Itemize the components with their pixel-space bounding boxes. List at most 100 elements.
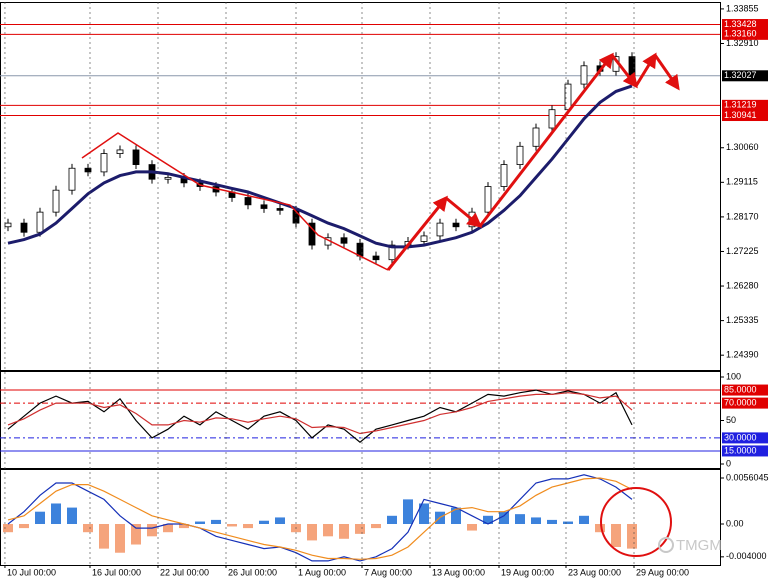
x-tick-label: 16 Jul 00:00: [92, 567, 141, 577]
histogram-bar: [579, 515, 589, 525]
y-tick-label: 1.32910: [726, 38, 759, 48]
y-tick-label: 1.25335: [726, 315, 759, 325]
candle-body: [20, 222, 28, 233]
trend-arrow: [634, 52, 657, 87]
histogram-bar: [403, 499, 413, 525]
histogram-bar: [147, 524, 157, 537]
x-tick-label: 26 Jul 00:00: [228, 567, 277, 577]
histogram-bar: [515, 514, 525, 525]
candle-body: [436, 222, 444, 237]
histogram-bar: [35, 511, 45, 525]
histogram-bar: [627, 524, 637, 549]
level-label-box: [722, 432, 768, 444]
histogram-bar: [259, 520, 269, 525]
level-label: 1.31219: [724, 100, 757, 110]
candle-body: [84, 167, 92, 173]
x-tick-label: 29 Aug 00:00: [636, 567, 689, 577]
candle-body: [548, 109, 556, 129]
candle-body: [164, 176, 172, 180]
x-tick-label: 7 Aug 00:00: [364, 567, 412, 577]
series-line: [7, 389, 633, 443]
x-tick-label: 10 Jul 00:00: [7, 567, 56, 577]
candle-body: [532, 127, 540, 147]
y-tick-label: -0.004000: [726, 551, 767, 561]
level-label: 30.0000: [724, 432, 757, 442]
candle-body: [260, 204, 268, 209]
watermark: TMGM: [676, 537, 722, 554]
candle-body: [580, 65, 588, 85]
candle-body: [4, 222, 12, 228]
highlight-circle: [600, 487, 672, 557]
trend-arrow: [610, 54, 638, 89]
level-label-box: [722, 99, 768, 111]
candle-body: [484, 186, 492, 213]
histogram-bar: [531, 517, 541, 525]
histogram-bar: [163, 524, 173, 533]
histogram-bar: [99, 524, 109, 549]
level-label-box: [722, 28, 768, 40]
histogram-bar: [483, 515, 493, 525]
trend-arrow: [478, 52, 614, 227]
series-line: [7, 84, 633, 249]
histogram-bar: [275, 517, 285, 525]
histogram-bar: [563, 521, 573, 525]
trend-arrow: [386, 195, 448, 271]
candle-body: [308, 222, 316, 246]
candle-body: [68, 167, 76, 191]
level-label-box: [722, 397, 768, 409]
candle-body: [100, 153, 108, 173]
histogram-bar: [307, 524, 317, 541]
candle-body: [388, 244, 396, 261]
y-tick-label: 1.33855: [726, 3, 759, 13]
histogram-bar: [419, 503, 429, 525]
y-tick-label: 1.30060: [726, 142, 759, 152]
y-tick-label: 1.27225: [726, 246, 759, 256]
histogram-bar: [243, 524, 253, 529]
x-tick-label: 22 Jul 00:00: [160, 567, 209, 577]
y-tick-label: 100: [726, 371, 741, 381]
x-tick-label: 19 Aug 00:00: [501, 567, 554, 577]
histogram-bar: [339, 524, 349, 539]
candle-body: [244, 197, 252, 206]
series-line: [7, 392, 633, 435]
histogram-bar: [115, 524, 125, 553]
trend-line: [81, 132, 389, 271]
level-label-box: [722, 445, 768, 457]
level-label-box: [722, 19, 768, 31]
watermark-logo: [658, 537, 674, 553]
histogram-bar: [371, 524, 381, 529]
histogram-bar: [227, 524, 237, 527]
histogram-bar: [451, 507, 461, 525]
y-tick-label: 1.26280: [726, 280, 759, 290]
trend-arrow: [653, 54, 680, 91]
level-label: 1.33428: [724, 19, 757, 29]
histogram-bar: [355, 524, 365, 534]
x-tick-label: 23 Aug 00:00: [568, 567, 621, 577]
y-tick-label: 1.28170: [726, 211, 759, 221]
panel-frame: [0, 371, 721, 469]
level-label-box: [722, 384, 768, 396]
histogram-bar: [131, 524, 141, 545]
candle-body: [452, 222, 460, 228]
histogram-bar: [211, 519, 221, 525]
candle-body: [132, 149, 140, 165]
x-tick-label: 13 Aug 00:00: [432, 567, 485, 577]
histogram-bar: [387, 515, 397, 525]
candle-body: [36, 211, 44, 233]
y-tick-label: 50: [726, 415, 736, 425]
histogram-bar: [595, 524, 605, 533]
y-tick-label: 0.0056045: [726, 472, 769, 482]
histogram-bar: [19, 524, 29, 529]
histogram-bar: [467, 524, 477, 531]
y-tick-label: 0.00: [726, 518, 744, 528]
candle-body: [276, 208, 284, 211]
histogram-bar: [179, 524, 189, 529]
series-line: [7, 477, 633, 560]
y-tick-label: 0: [726, 458, 731, 468]
histogram-bar: [499, 511, 509, 525]
histogram-bar: [195, 521, 205, 525]
series-line: [7, 474, 633, 562]
